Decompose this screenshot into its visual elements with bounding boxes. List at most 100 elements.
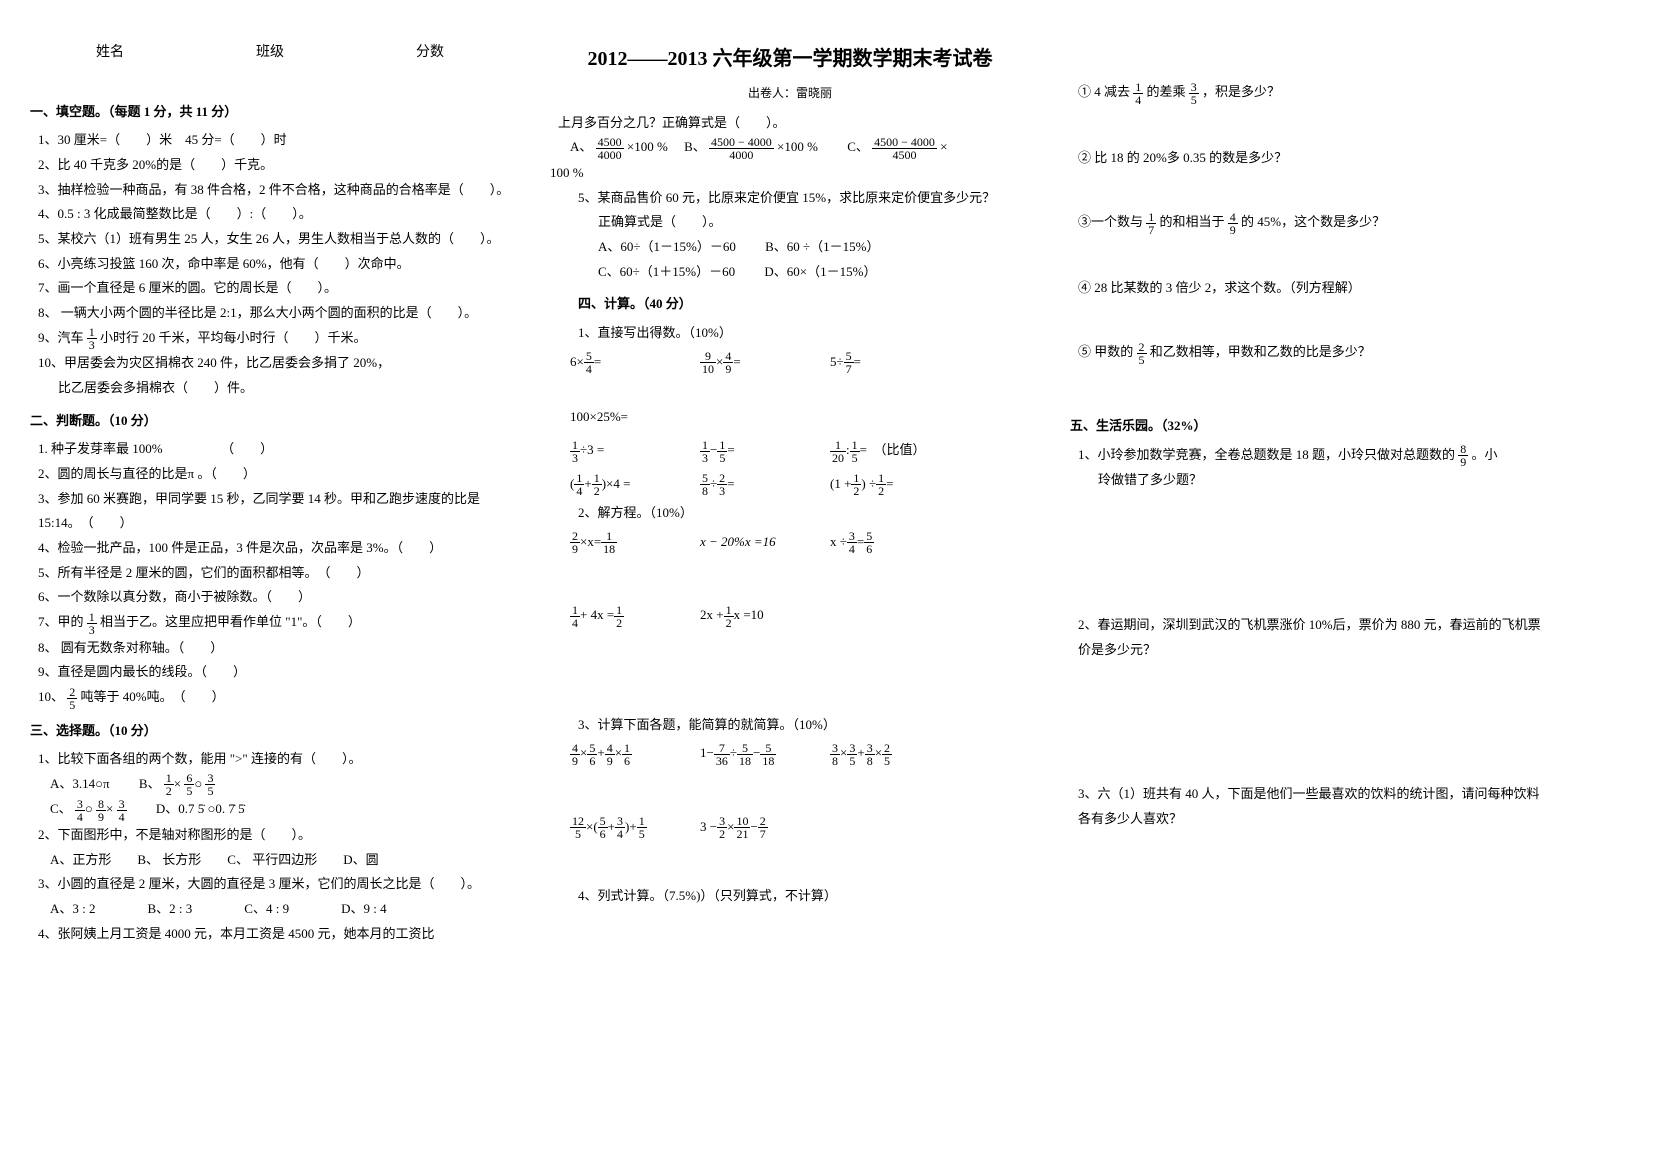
exam-sheet: 姓名 班级 分数 一、填空题。（每题 1 分，共 11 分） 1、30 厘米=（… [30,40,1623,1129]
calc3-row1: 49×56+49×16 1−736÷518−518 38×35+38×25 [570,741,1030,767]
s1-q10b: 比乙居委会多捐棉衣（ ）件。 [58,376,510,401]
s3-q1c-pre: C、 [50,801,72,816]
frac-4500-4000: 45004000 [596,136,624,161]
c4-1-pre: ① 4 减去 [1078,84,1130,99]
s3-q1-cd: C、 34○ 89× 34 D、0.7 5̇ ○0. 7̇ 5̇ [50,797,510,823]
section-5-title: 五、生活乐园。（32%） [1070,414,1550,439]
q5c: C、60÷（1＋15%）－60 [598,264,735,279]
s3-q3: 3、小圆的直径是 2 厘米，大圆的直径是 3 厘米，它们的周长之比是（ ）。 [38,872,510,897]
c4-3: ③一个数与 17 的和相当于 49 的 45%，这个数是多少？ [1078,210,1550,236]
s1-q1: 1、30 厘米=（ ）米 45 分=（ ）时 [38,128,510,153]
exam-subtitle: 出卷人：雷晓丽 [550,82,1030,105]
s2-q10-post: 吨等于 40%吨。 （ ） [81,689,225,704]
s3-q5-cd: C、60÷（1＋15%）－60 D、60×（1－15%） [598,260,1030,285]
calc1-row1: 6×54= 910×49= 5÷57= 100×25%= [570,350,1030,430]
q4b-pre: B、 [684,139,706,154]
frac-2-5b: 25 [1137,341,1147,366]
s3-q2-choices: A、正方形 B、 长方形 C、 平行四边形 D、圆 [50,848,510,873]
s3-q4: 4、张阿姨上月工资是 4000 元，本月工资是 4500 元，她本月的工资比 [38,922,510,947]
s4-sub4: 4、列式计算。（7.5%)）（只列算式，不计算） [578,884,1030,909]
s3-q1b-pre: B、 [139,776,161,791]
q4a-pre: A、 [570,139,592,154]
calc3-row2: 125×(56+34)+15 3 −32×1021−27 [570,815,1030,841]
s3-q1: 1、比较下面各组的两个数，能用 ">" 连接的有（ ）。 [38,747,510,772]
q4-100: 100 % [550,161,1030,186]
frac-6-5: 65 [184,772,194,797]
c4-5-post: 和乙数相等，甲数和乙数的比是多少？ [1150,344,1371,359]
s1-q8: 8、 一辆大小两个圆的半径比是 2:1，那么大小两个圆的面积的比是（ ）。 [38,301,510,326]
s3-q5b: 正确算式是（ ）。 [598,210,1030,235]
s1-q2: 2、比 40 千克多 20%的是（ ）千克。 [38,153,510,178]
s1-q10: 10、甲居委会为灾区捐棉衣 240 件，比乙居委会多捐了 20%， [38,351,510,376]
s3-q5-ab: A、60÷（1－15%）－60 B、60 ÷（1－15%） [598,235,1030,260]
frac-1-3: 13 [87,326,97,351]
c4-5: ⑤ 甲数的 25 和乙数相等，甲数和乙数的比是多少？ [1078,340,1550,366]
frac-1-2: 12 [164,772,174,797]
s4-sub3: 3、计算下面各题，能简算的就简算。（10%） [578,713,1030,738]
frac-1-4: 14 [1133,81,1143,106]
q5b: B、60 ÷（1－15%） [765,239,879,254]
s2-q7-post: 相当于乙。这里应把甲看作单位 "1"。（ ） [100,614,361,629]
calc1-row2: 13÷3 = 13−15= 120:15= （比值） [570,438,1030,464]
s4-sub1: 1、直接写出得数。（10%） [578,321,1030,346]
s2-q2: 2、圆的周长与直径的比是π 。（ ） [38,462,510,487]
s5-q3: 3、六（1）班共有 40 人，下面是他们一些最喜欢的饮料的统计图，请问每种饮料各… [1078,782,1550,831]
frac-3-5b: 35 [205,772,215,797]
s1-q6: 6、小亮练习投篮 160 次，命中率是 60%，他有（ ）次命中。 [38,252,510,277]
q4a-post: ×100 % [627,139,668,154]
c4-4: ④ 28 比某数的 3 倍少 2，求这个数。（列方程解） [1078,276,1550,301]
s2-q4: 4、检验一批产品，100 件是正品，3 件是次品，次品率是 3%。（ ） [38,536,510,561]
s2-q3: 3、参加 60 米赛跑，甲同学要 15 秒，乙同学要 14 秒。甲和乙跑步速度的… [38,487,510,536]
s1-q3: 3、抽样检验一种商品，有 38 件合格，2 件不合格，这种商品的合格率是（ ）。 [38,178,510,203]
s1-q9-pre: 9、汽车 [38,330,84,345]
c4-1-post: ，积是多少？ [1202,84,1280,99]
frac-4-9: 49 [1228,211,1238,236]
c4-1-mid: 的差乘 [1147,84,1186,99]
s3-q1-ab: A、3.14○π B、 12× 65○ 35 [50,772,510,798]
frac-2-5: 25 [67,686,77,711]
c4-5-pre: ⑤ 甲数的 [1078,344,1133,359]
student-header: 姓名 班级 分数 [30,40,510,67]
q4c-post: × [940,139,947,154]
s3-q1a: A、3.14○π [50,776,110,791]
s5-q1-pre: 1、小玲参加数学竞赛，全卷总题数是 18 题，小玲只做对总题数的 [1078,447,1455,462]
name-label: 姓名 [96,40,124,67]
q5d: D、60×（1－15%） [764,264,876,279]
section-3-title: 三、选择题。（10 分） [30,719,510,744]
frac-3-4b: 34 [117,798,127,823]
s2-q6: 6、一个数除以真分数，商小于被除数。（ ） [38,585,510,610]
c4-1: ① 4 减去 14 的差乘 35 ，积是多少？ [1078,80,1550,106]
q4c-pre: C、 [847,139,869,154]
frac-8-9g: 89 [1458,443,1468,468]
frac-1-7: 17 [1146,211,1156,236]
s5-q1: 1、小玲参加数学竞赛，全卷总题数是 18 题，小玲只做对总题数的 89 。小 [1078,443,1550,469]
column-2: 2012——2013 六年级第一学期数学期末考试卷 出卷人：雷晓丽 上月多百分之… [550,40,1030,1129]
column-1: 姓名 班级 分数 一、填空题。（每题 1 分，共 11 分） 1、30 厘米=（… [30,40,510,1129]
s5-q2: 2、春运期间，深圳到武汉的飞机票涨价 10%后，票价为 880 元，春运前的飞机… [1078,613,1550,662]
frac-1-3b: 13 [87,611,97,636]
frac-diff-4000: 4500 − 40004000 [709,136,774,161]
frac-3-5: 35 [1189,81,1199,106]
s2-q1: 1. 种子发芽率最 100% （ ） [38,437,510,462]
frac-8-9: 89 [96,798,106,823]
s3-q3-choices: A、3 : 2 B、2 : 3 C、4 : 9 D、9 : 4 [50,897,510,922]
score-label: 分数 [416,40,444,67]
s2-q8: 8、 圆有无数条对称轴。（ ） [38,636,510,661]
s2-q7-pre: 7、甲的 [38,614,84,629]
frac-diff-4500: 4500 − 40004500 [872,136,937,161]
calc1-row3: (14+12)×4 = 58÷23= (1 +12) ÷12= [570,472,1030,498]
s4-sub2: 2、解方程。（10%） [578,501,1030,526]
section-1-title: 一、填空题。（每题 1 分，共 11 分） [30,100,510,125]
s1-q9-post: 小时行 20 千米，平均每小时行（ ）千米。 [100,330,367,345]
s2-q10: 10、 25 吨等于 40%吨。 （ ） [38,685,510,711]
c4-3-mid: 的和相当于 [1160,214,1225,229]
s2-q5: 5、所有半径是 2 厘米的圆，它们的面积都相等。 （ ） [38,561,510,586]
frac-3-4: 34 [75,798,85,823]
s1-q7: 7、画一个直径是 6 厘米的圆。它的周长是（ ）。 [38,276,510,301]
s2-q10-pre: 10、 [38,689,64,704]
class-label: 班级 [256,40,284,67]
s2-q7: 7、甲的 13 相当于乙。这里应把甲看作单位 "1"。（ ） [38,610,510,636]
s1-q4: 4、0.5 : 3 化成最简整数比是（ ）:（ ）。 [38,202,510,227]
column-3: ① 4 减去 14 的差乘 35 ，积是多少？ ② 比 18 的 20%多 0.… [1070,40,1550,1129]
eq-row1: 29×x=118 x − 20%x =16 x ÷34=56 [570,530,1030,556]
